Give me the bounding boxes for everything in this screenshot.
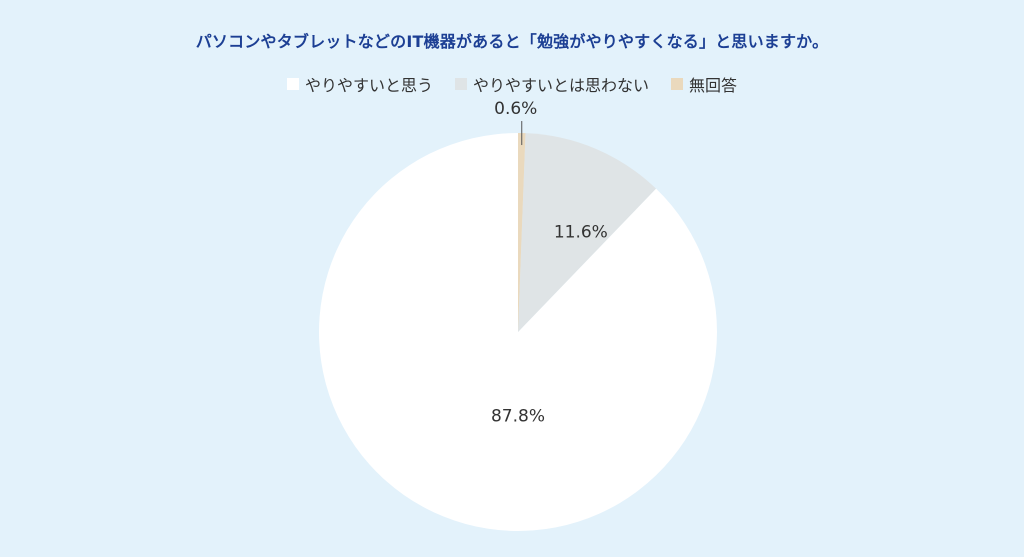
legend-item-no-answer: 無回答 [671, 72, 737, 96]
pie-slice-disagree [518, 133, 657, 332]
legend-label-agree: やりやすいと思う [304, 76, 433, 95]
pie-slice-no-answer [518, 133, 526, 332]
legend-swatch-disagree [454, 78, 467, 90]
data-label-agree: 87.8% [491, 407, 545, 427]
legend-label-disagree: やりやすいとは思わない [472, 76, 649, 95]
legend-label-no-answer: 無回答 [689, 76, 738, 95]
data-label-disagree: 11.6% [554, 222, 608, 242]
pie-slice-agree [318, 133, 717, 531]
legend-swatch-agree [286, 78, 299, 90]
data-label-no-answer: 0.6% [494, 99, 537, 119]
chart-title: パソコンやタブレットなどのIT機器があると「勉強がやりやすくなる」と思いますか。 [195, 32, 829, 51]
pie-slices [318, 133, 717, 531]
legend: やりやすいと思う やりやすいとは思わない 無回答 [0, 72, 1024, 96]
legend-item-disagree: やりやすいとは思わない [454, 72, 649, 96]
legend-item-agree: やりやすいと思う [286, 72, 433, 96]
legend-swatch-no-answer [671, 78, 683, 90]
